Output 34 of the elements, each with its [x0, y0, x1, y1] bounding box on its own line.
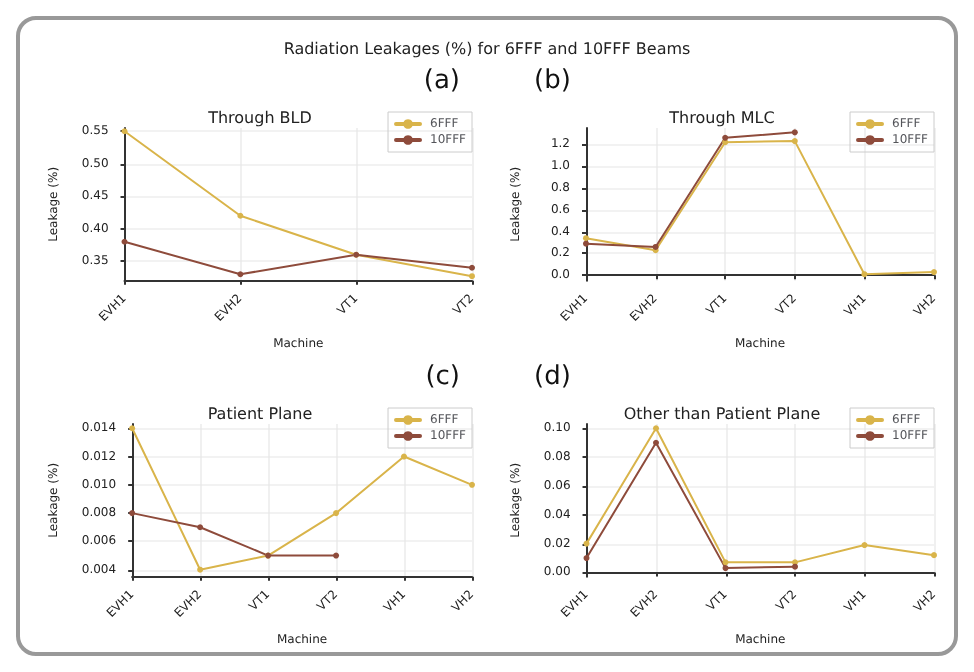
text: (a): [423, 66, 461, 96]
point: [722, 565, 729, 572]
chart-title: Through MLC: [667, 109, 776, 127]
point: [931, 269, 937, 276]
point: [121, 238, 128, 245]
text: Radiation Leakages (%) for 6FFF and 10FFF Beams: [283, 40, 691, 58]
chart-title: Through BLD: [206, 109, 312, 127]
point: [791, 138, 798, 145]
point: [791, 129, 798, 136]
point: [197, 566, 204, 573]
point: [333, 552, 340, 559]
line-series: [129, 425, 475, 573]
point: [583, 555, 590, 562]
point: [401, 453, 408, 460]
point: [469, 273, 475, 280]
point: [653, 425, 660, 432]
point: [931, 552, 937, 559]
point: [583, 240, 589, 247]
point: [333, 510, 340, 517]
text: (b): [534, 66, 571, 96]
point: [861, 542, 868, 549]
point: [237, 271, 244, 278]
chart-title: Other than Patient Plane: [623, 405, 821, 423]
point: [653, 439, 660, 446]
point: [469, 264, 475, 271]
text: (c): [425, 362, 461, 392]
point: [237, 212, 244, 219]
point: [469, 481, 475, 488]
point: [197, 524, 204, 531]
point: [583, 235, 589, 242]
line-series: [121, 128, 475, 280]
point: [722, 134, 729, 141]
chart-title: Patient Plane: [207, 405, 313, 423]
text: (d): [534, 362, 571, 392]
